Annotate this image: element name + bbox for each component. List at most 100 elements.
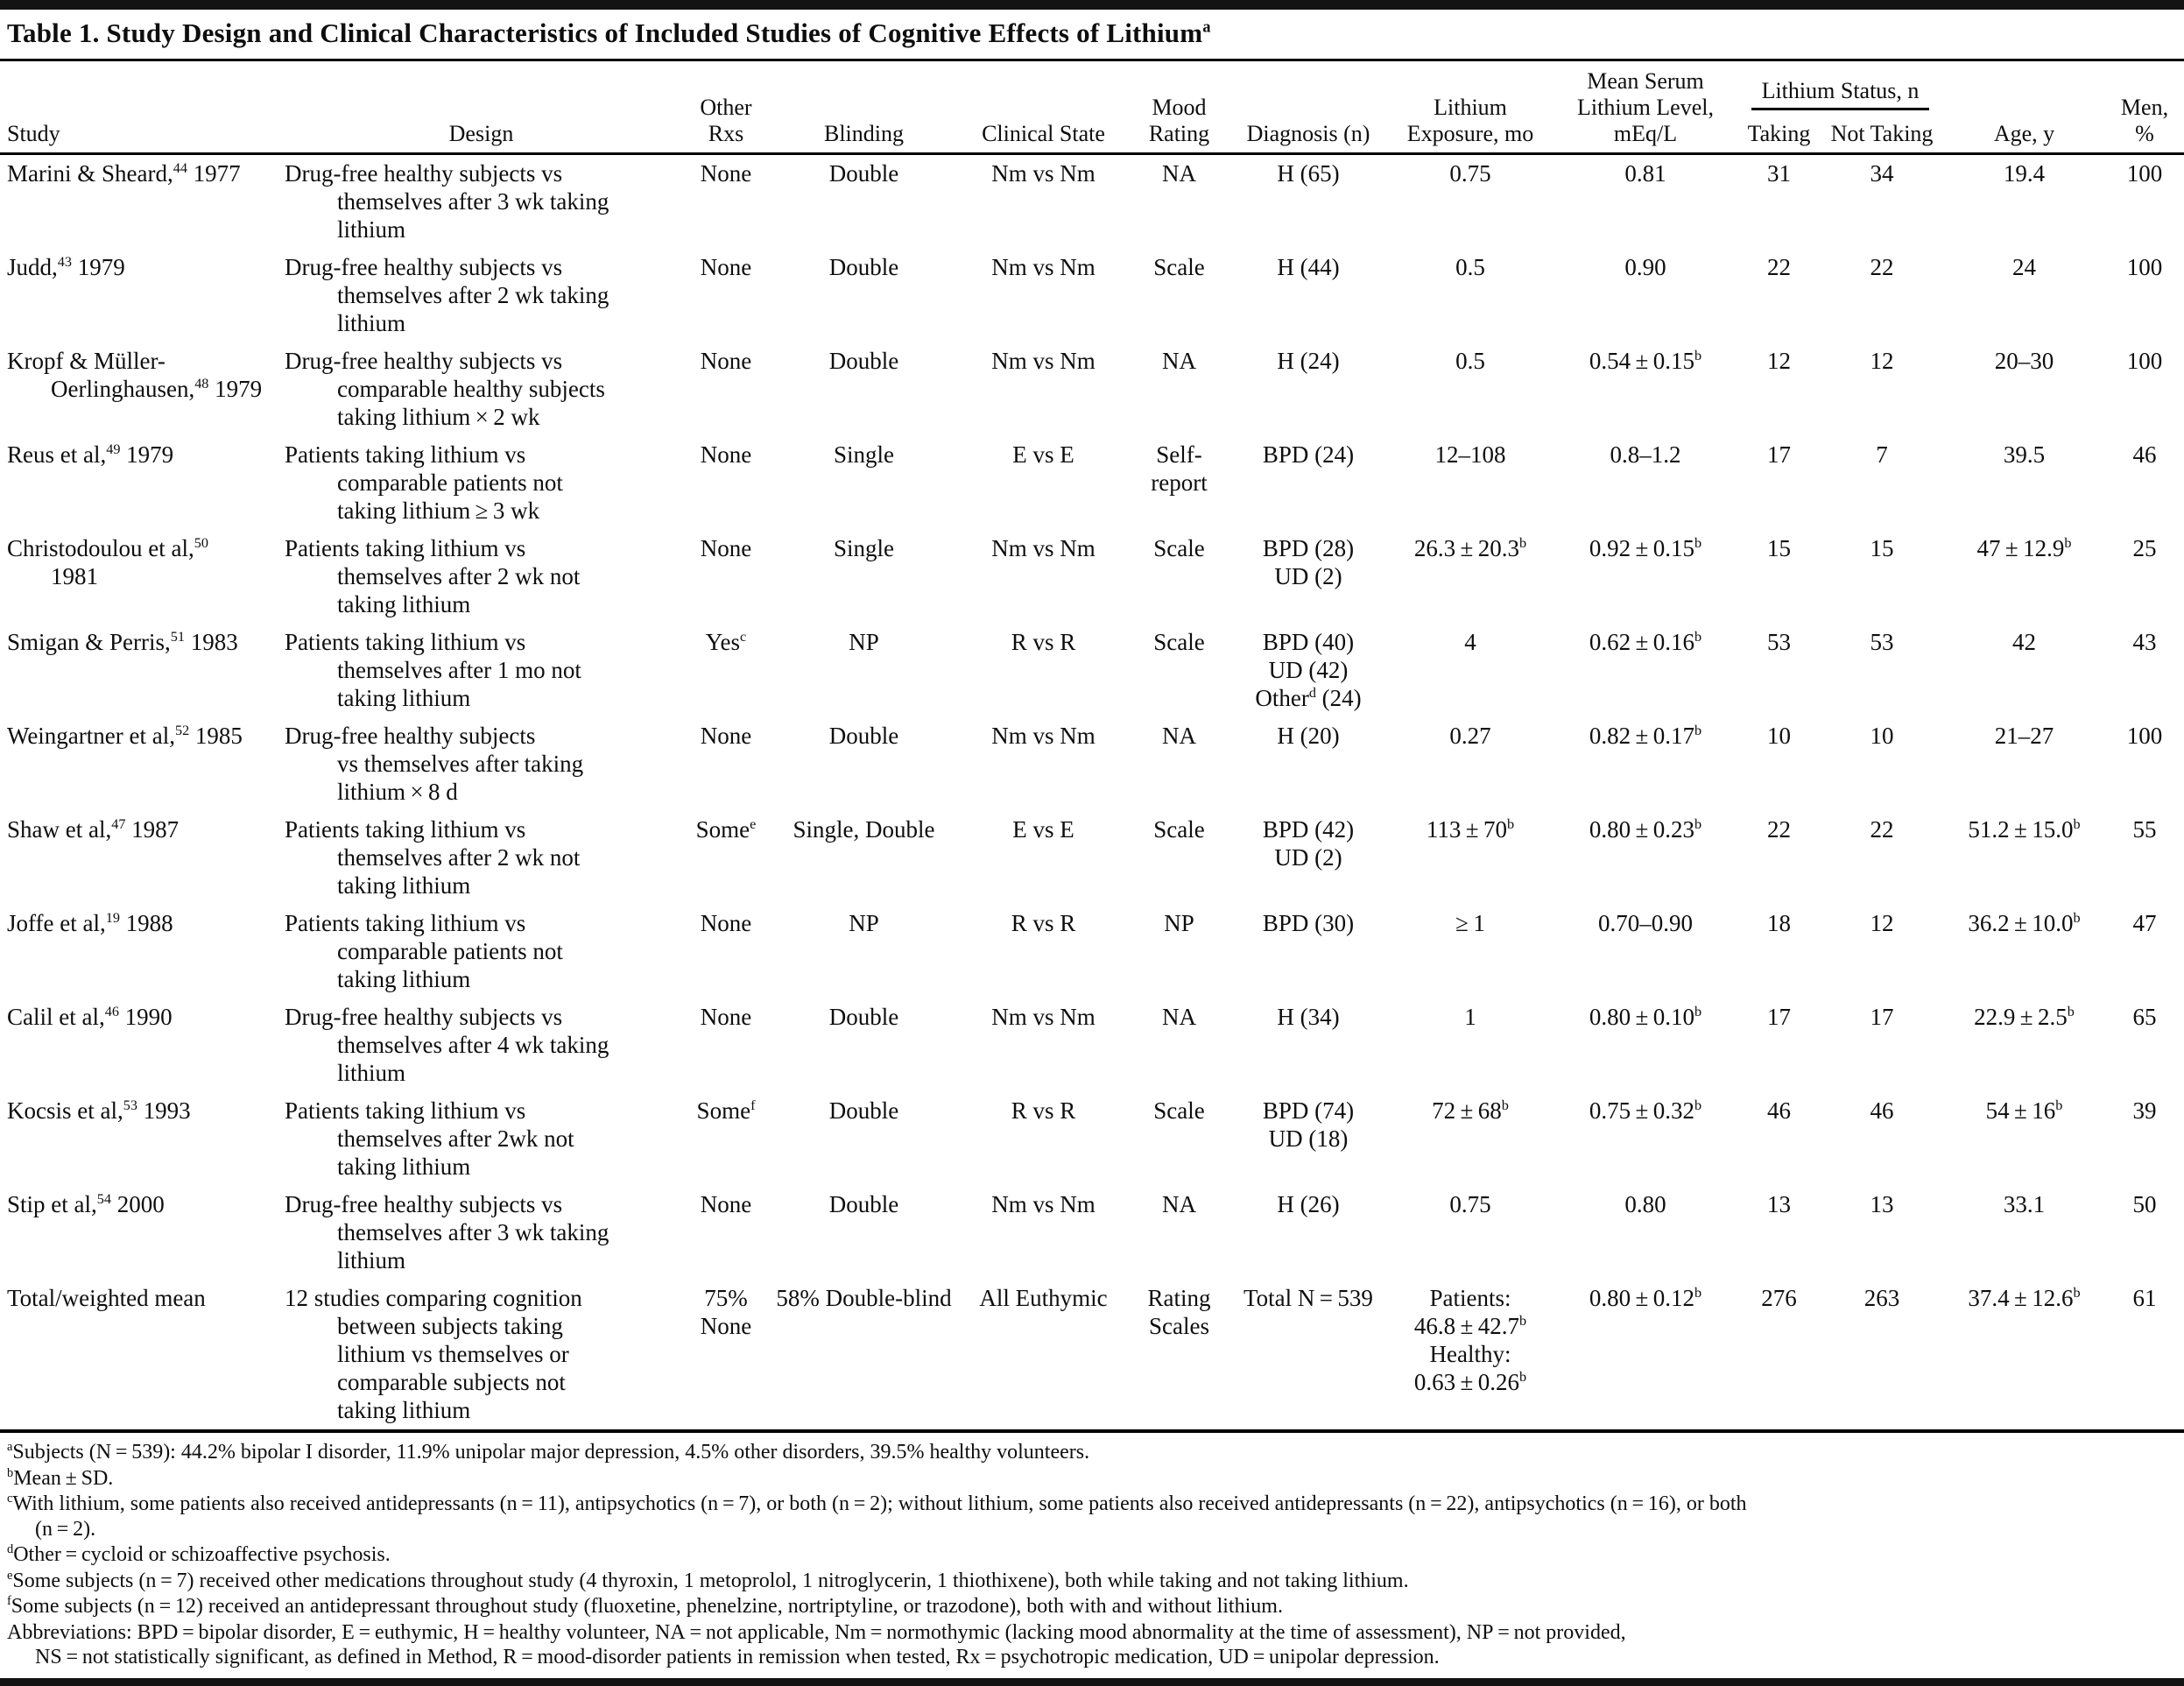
cell-study: Stip et al,54 2000 — [7, 1191, 165, 1217]
cell-other-rxs: None — [700, 910, 752, 936]
footnote: eSome subjects (n = 7) received other me… — [7, 1568, 1409, 1592]
cell-men: 43 — [2132, 629, 2157, 655]
cell-study: Smigan & Perris,51 1983 — [7, 629, 238, 655]
cell-lithium-exposure: Patients: 46.8 ± 42.7b Healthy: 0.63 ± 0… — [1413, 1285, 1527, 1395]
cell-not-taking: 46 — [1870, 1097, 1894, 1124]
cell-clinical-state: Nm vs Nm — [991, 1191, 1096, 1217]
col-header-lithium-status-group: Lithium Status, n — [1737, 61, 1943, 111]
cell-serum-level: 0.82 ± 0.17b — [1589, 723, 1702, 749]
table-row: Kropf & Müller- Oerlinghausen,48 1979 Dr… — [0, 342, 2184, 436]
cell-blinding: Double — [828, 1004, 899, 1030]
cell-serum-level: 0.80 — [1624, 1191, 1666, 1217]
cell-blinding: Single — [833, 535, 894, 561]
col-header-clinical-state: Clinical State — [982, 121, 1105, 146]
table-row: Shaw et al,47 1987 Patients taking lithi… — [0, 811, 2184, 905]
cell-age: 21–27 — [1994, 723, 2054, 749]
cell-taking: 10 — [1767, 723, 1791, 749]
cell-not-taking: 12 — [1870, 348, 1894, 374]
cell-design: Patients taking lithium vs themselves af… — [285, 1097, 574, 1180]
cell-lithium-exposure: 0.75 — [1449, 1191, 1491, 1217]
table-row: Joffe et al,19 1988 Patients taking lith… — [0, 905, 2184, 998]
cell-taking: 17 — [1767, 441, 1791, 468]
cell-men: 100 — [2126, 160, 2163, 187]
col-header-design: Design — [448, 121, 514, 146]
cell-mood-rating: NA — [1162, 348, 1196, 374]
cell-age: 47 ± 12.9b — [1976, 535, 2072, 561]
cell-design: 12 studies comparing cognition between s… — [285, 1285, 582, 1423]
cell-not-taking: 15 — [1870, 535, 1894, 561]
cell-design: Patients taking lithium vs comparable pa… — [285, 441, 563, 524]
cell-mood-rating: NP — [1164, 910, 1194, 936]
footnote: dOther = cycloid or schizoaffective psyc… — [7, 1542, 391, 1566]
cell-other-rxs: None — [700, 441, 752, 468]
cell-diagnosis: H (44) — [1277, 254, 1340, 280]
cell-mood-rating: Rating Scales — [1147, 1285, 1211, 1339]
cell-blinding: Double — [828, 348, 899, 374]
cell-study: Calil et al,46 1990 — [7, 1004, 173, 1030]
footnote: bMean ± SD. — [7, 1465, 114, 1490]
cell-clinical-state: All Euthymic — [979, 1285, 1108, 1311]
cell-design: Drug-free healthy subjects vs themselves… — [285, 254, 609, 336]
cell-lithium-exposure: 4 — [1464, 629, 1476, 655]
cell-design: Patients taking lithium vs themselves af… — [285, 629, 581, 711]
cell-mood-rating: NA — [1162, 160, 1196, 187]
cell-taking: 53 — [1767, 629, 1791, 655]
cell-blinding: NP — [849, 629, 879, 655]
cell-diagnosis: BPD (40) UD (42) Otherd (24) — [1255, 629, 1362, 711]
cell-age: 20–30 — [1994, 348, 2054, 374]
cell-lithium-exposure: 72 ± 68b — [1432, 1097, 1509, 1124]
cell-design: Patients taking lithium vs comparable pa… — [285, 910, 563, 992]
footnote: Abbreviations: BPD = bipolar disorder, E… — [7, 1620, 1626, 1669]
cell-not-taking: 22 — [1870, 816, 1894, 843]
cell-lithium-exposure: 12–108 — [1434, 441, 1506, 468]
cell-design: Drug-free healthy subjects vs themselves… — [285, 723, 584, 805]
footnote: fSome subjects (n = 12) received an anti… — [7, 1594, 1283, 1618]
cell-men: 50 — [2132, 1191, 2157, 1217]
cell-serum-level: 0.75 ± 0.32b — [1589, 1097, 1702, 1124]
cell-diagnosis: Total N = 539 — [1243, 1285, 1373, 1311]
cell-not-taking: 22 — [1870, 254, 1894, 280]
cell-lithium-exposure: 26.3 ± 20.3b — [1413, 535, 1527, 561]
cell-taking: 22 — [1767, 254, 1791, 280]
cell-mood-rating: Scale — [1153, 816, 1205, 843]
cell-mood-rating: Scale — [1153, 535, 1205, 561]
cell-men: 65 — [2132, 1004, 2157, 1030]
cell-men: 46 — [2132, 441, 2157, 468]
table-body: Marini & Sheard,44 1977 Drug-free health… — [0, 154, 2184, 1431]
cell-not-taking: 7 — [1876, 441, 1888, 468]
table-row: Weingartner et al,52 1985 Drug-free heal… — [0, 717, 2184, 811]
cell-men: 25 — [2132, 535, 2157, 561]
cell-diagnosis: H (34) — [1277, 1004, 1340, 1030]
cell-blinding: Single, Double — [793, 816, 935, 843]
col-header-serum-level: Mean Serum Lithium Level, mEq/L — [1577, 68, 1714, 146]
cell-not-taking: 12 — [1870, 910, 1894, 936]
cell-design: Drug-free healthy subjects vs themselves… — [285, 1191, 609, 1273]
cell-clinical-state: E vs E — [1012, 816, 1074, 843]
cell-study: Weingartner et al,52 1985 — [7, 723, 243, 749]
col-header-taking: Taking — [1747, 121, 1811, 146]
cell-blinding: Double — [828, 254, 899, 280]
lithium-status-group-label: Lithium Status, n — [1751, 78, 1930, 111]
cell-study: Judd,43 1979 — [7, 254, 125, 280]
cell-design: Patients taking lithium vs themselves af… — [285, 535, 581, 617]
cell-lithium-exposure: 0.27 — [1449, 723, 1491, 749]
cell-diagnosis: H (20) — [1277, 723, 1340, 749]
cell-age: 42 — [2012, 629, 2036, 655]
cell-study: Kropf & Müller- Oerlinghausen,48 1979 — [7, 348, 263, 402]
cell-lithium-exposure: 0.75 — [1449, 160, 1491, 187]
col-header-study: Study — [7, 121, 60, 146]
cell-other-rxs: None — [700, 348, 752, 374]
cell-age: 24 — [2012, 254, 2036, 280]
cell-lithium-exposure: 0.5 — [1455, 348, 1485, 374]
cell-lithium-exposure: ≥ 1 — [1455, 910, 1485, 936]
cell-design: Drug-free healthy subjects vs themselves… — [285, 1004, 609, 1086]
cell-taking: 17 — [1767, 1004, 1791, 1030]
cell-other-rxs: Somee — [695, 816, 757, 843]
cell-mood-rating: NA — [1162, 1004, 1196, 1030]
cell-other-rxs: Somef — [696, 1097, 756, 1124]
cell-blinding: Double — [828, 160, 899, 187]
cell-serum-level: 0.70–0.90 — [1598, 910, 1693, 936]
col-header-mood-rating: Mood Rating — [1148, 95, 1210, 146]
cell-blinding: NP — [849, 910, 879, 936]
